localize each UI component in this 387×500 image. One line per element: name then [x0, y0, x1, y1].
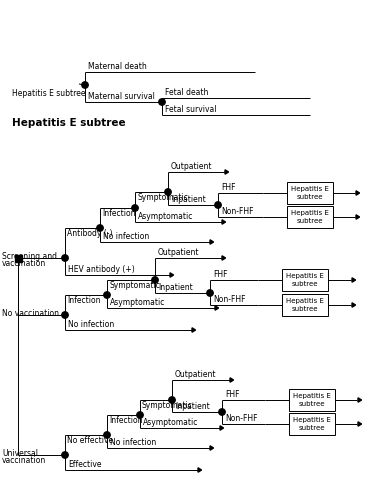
Circle shape [159, 99, 165, 105]
Text: Asymptomatic: Asymptomatic [138, 212, 194, 221]
Circle shape [219, 409, 225, 415]
Text: Infection: Infection [67, 296, 101, 305]
Text: vaccination: vaccination [2, 456, 46, 465]
Bar [282, 294, 328, 316]
Text: Hepatitis E
subtree: Hepatitis E subtree [293, 393, 331, 407]
Text: Non-FHF: Non-FHF [221, 207, 253, 216]
Text: Asymptomatic: Asymptomatic [110, 298, 165, 307]
Text: No infection: No infection [110, 438, 156, 447]
Polygon shape [356, 191, 360, 195]
Circle shape [207, 290, 213, 296]
Text: Hepatitis E
subtree: Hepatitis E subtree [293, 417, 331, 430]
Polygon shape [170, 273, 174, 277]
Text: Hepatitis E subtree: Hepatitis E subtree [12, 89, 86, 98]
Polygon shape [225, 170, 229, 174]
Text: Hepatitis E
subtree: Hepatitis E subtree [286, 298, 324, 312]
Circle shape [169, 397, 175, 403]
Text: No vaccination: No vaccination [2, 309, 59, 318]
Bar [14, 254, 22, 262]
Polygon shape [352, 278, 356, 282]
Text: Asymptomatic: Asymptomatic [143, 418, 199, 427]
Circle shape [62, 452, 68, 458]
Text: Hepatitis E
subtree: Hepatitis E subtree [291, 210, 329, 224]
Text: FHF: FHF [221, 183, 236, 192]
Polygon shape [198, 468, 202, 472]
Text: HEV antibody (+): HEV antibody (+) [68, 265, 135, 274]
Polygon shape [192, 328, 195, 332]
Text: Hepatitis E
subtree: Hepatitis E subtree [286, 273, 324, 287]
Circle shape [215, 202, 221, 208]
Text: Outpatient: Outpatient [158, 248, 200, 257]
Text: Inpatient: Inpatient [158, 283, 193, 292]
Text: Non-FHF: Non-FHF [225, 414, 257, 423]
Text: Outpatient: Outpatient [175, 370, 216, 379]
Text: Fetal survival: Fetal survival [165, 105, 216, 114]
Text: Non-FHF: Non-FHF [213, 295, 245, 304]
Text: Screening and: Screening and [2, 252, 57, 261]
Circle shape [62, 255, 68, 261]
Bar [282, 269, 328, 291]
Circle shape [97, 225, 103, 231]
Circle shape [132, 205, 138, 211]
Text: FHF: FHF [213, 270, 228, 279]
Bar [287, 182, 333, 204]
Circle shape [165, 189, 171, 195]
Bar [287, 206, 333, 228]
Text: Antibody (-): Antibody (-) [67, 229, 113, 238]
Text: Symptomatic: Symptomatic [109, 281, 160, 290]
Polygon shape [220, 426, 224, 430]
Polygon shape [210, 240, 214, 244]
Polygon shape [358, 422, 361, 426]
Polygon shape [210, 446, 214, 450]
Text: Hepatitis E
subtree: Hepatitis E subtree [291, 186, 329, 200]
Bar [289, 413, 335, 435]
Text: No infection: No infection [68, 320, 114, 329]
Text: Outpatient: Outpatient [171, 162, 212, 171]
Circle shape [104, 292, 110, 298]
Circle shape [152, 277, 158, 283]
Circle shape [104, 432, 110, 438]
Circle shape [137, 412, 143, 418]
Circle shape [82, 82, 88, 88]
Circle shape [62, 312, 68, 318]
Text: Universal: Universal [2, 449, 38, 458]
Polygon shape [215, 306, 219, 310]
Polygon shape [230, 378, 234, 382]
Text: Symptomatic: Symptomatic [142, 401, 193, 410]
Text: Maternal death: Maternal death [88, 62, 147, 71]
Text: Hepatitis E subtree: Hepatitis E subtree [12, 118, 126, 128]
Text: Inpatient: Inpatient [175, 402, 210, 411]
Text: Infection: Infection [102, 209, 135, 218]
Text: No effective: No effective [67, 436, 113, 445]
Text: Fetal death: Fetal death [165, 88, 208, 97]
Text: No infection: No infection [103, 232, 149, 241]
Bar [289, 389, 335, 411]
Polygon shape [356, 215, 360, 219]
Text: vaccination: vaccination [2, 259, 46, 268]
Text: Maternal survival: Maternal survival [88, 92, 155, 101]
Polygon shape [222, 256, 226, 260]
Text: Effective: Effective [68, 460, 101, 469]
Text: Inpatient: Inpatient [171, 195, 206, 204]
Text: Symptomatic: Symptomatic [137, 193, 188, 202]
Text: FHF: FHF [225, 390, 240, 399]
Text: Infection: Infection [109, 416, 142, 425]
Polygon shape [222, 220, 226, 224]
Polygon shape [352, 303, 356, 307]
Polygon shape [358, 398, 361, 402]
